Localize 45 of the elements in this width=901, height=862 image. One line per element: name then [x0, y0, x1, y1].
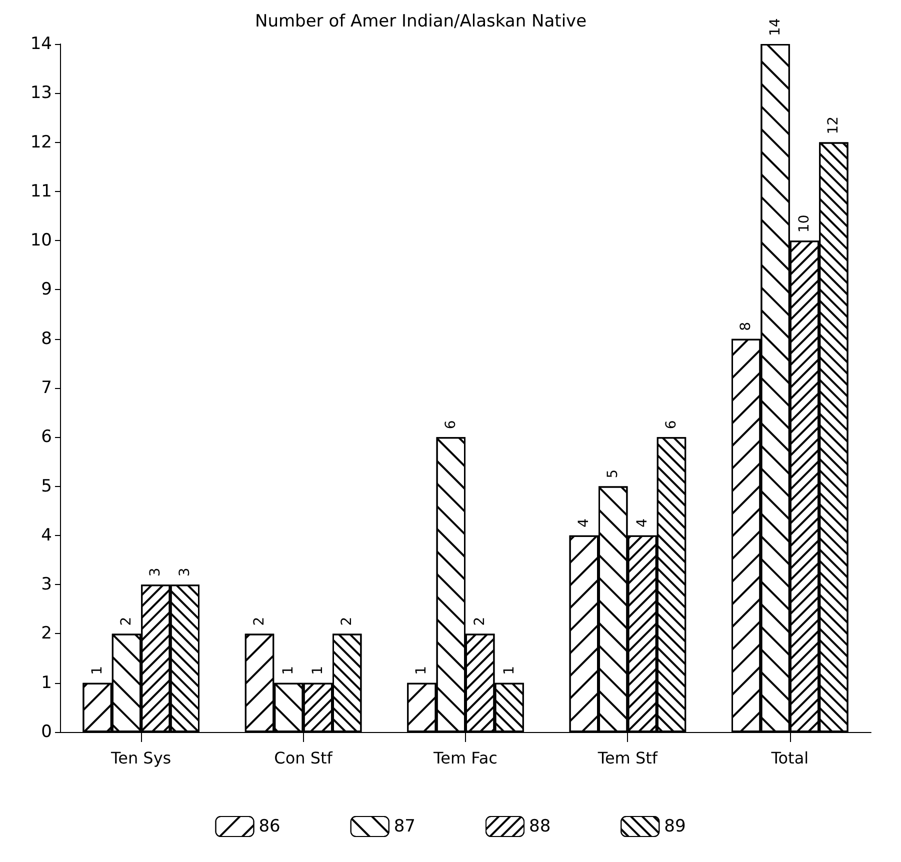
y-tick-label: 14: [30, 34, 52, 54]
data-label: 5: [605, 469, 622, 478]
y-tick-label: 4: [41, 525, 52, 546]
y-tick-label: 10: [30, 230, 52, 251]
x-tick-label: Ten Sys: [110, 748, 172, 768]
y-tick-label: 8: [41, 328, 52, 349]
y-tick-label: 9: [41, 280, 52, 300]
data-label: 2: [472, 616, 488, 626]
x-tick-label: Con Stf: [274, 748, 333, 768]
legend-label: 89: [664, 816, 686, 836]
x-tick-label: Total: [770, 748, 809, 768]
x-tick-label: Tem Fac: [432, 748, 498, 768]
y-tick-label: 1: [41, 672, 52, 693]
y-tick-label: 7: [41, 378, 52, 398]
y-tick-label: 2: [41, 624, 52, 644]
data-label: 1: [501, 666, 518, 675]
chart-title: Number of Amer Indian/Alaskan Native: [255, 12, 587, 32]
y-tick-label: 0: [41, 722, 52, 742]
data-label: 1: [310, 666, 326, 675]
data-label: 12: [826, 116, 842, 134]
data-label: 3: [176, 568, 193, 577]
data-label: 4: [576, 518, 592, 528]
data-label: 1: [280, 666, 297, 675]
data-label: 1: [89, 666, 106, 675]
data-label: 2: [339, 616, 356, 626]
data-label: 2: [118, 616, 134, 626]
data-label: 3: [148, 568, 164, 577]
legend-label: 87: [394, 816, 416, 836]
y-tick-label: 11: [30, 181, 52, 202]
y-tick-label: 13: [30, 83, 52, 104]
x-tick-label: Tem Stf: [596, 748, 658, 768]
data-label: 6: [663, 420, 680, 430]
data-label: 4: [634, 518, 650, 528]
y-tick-label: 5: [41, 476, 52, 496]
data-label: 14: [767, 18, 784, 36]
data-label: 6: [442, 420, 459, 430]
y-tick-label: 12: [30, 132, 52, 152]
legend-label: 86: [258, 816, 280, 836]
y-tick-label: 3: [41, 574, 52, 595]
data-label: 2: [252, 616, 268, 626]
data-label: 10: [796, 214, 812, 233]
legend-label: 88: [529, 816, 551, 836]
data-label: 8: [738, 322, 754, 331]
y-tick-label: 6: [41, 427, 52, 448]
data-label: 1: [414, 666, 430, 675]
